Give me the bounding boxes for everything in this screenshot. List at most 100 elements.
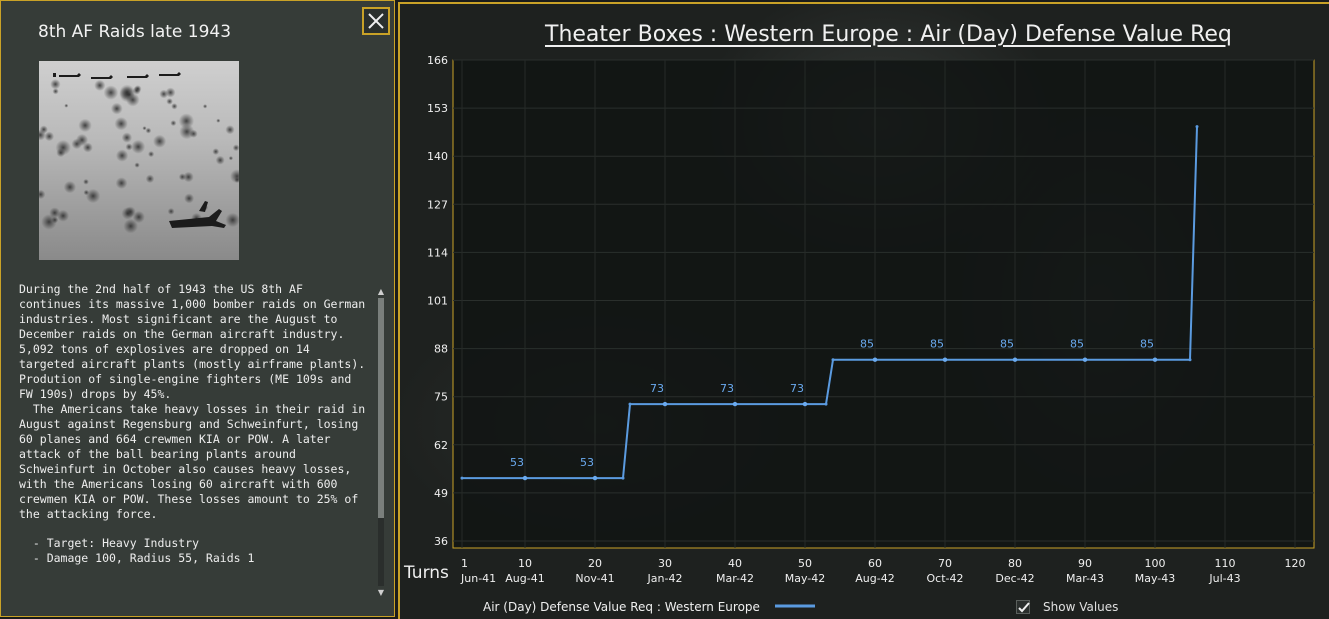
- data-point: [831, 358, 835, 362]
- checkmark-icon: [1018, 602, 1030, 613]
- event-paragraph: The Americans take heavy losses in their…: [19, 402, 366, 521]
- x-tick-turn: 40: [728, 557, 742, 570]
- data-marker: [662, 401, 668, 407]
- x-tick-date: Jan-42: [647, 572, 683, 585]
- flak-puff: [170, 120, 177, 127]
- flak-puff: [51, 216, 59, 224]
- flak-puff: [119, 84, 135, 101]
- flak-puff: [83, 178, 89, 185]
- scroll-thumb[interactable]: [378, 298, 384, 518]
- data-marker: [802, 401, 808, 407]
- data-label: 73: [720, 382, 734, 395]
- flak-puff: [123, 218, 138, 234]
- data-marker: [1012, 357, 1018, 362]
- flak-puff: [132, 210, 145, 224]
- close-button[interactable]: [362, 7, 390, 35]
- y-tick-label: 166: [427, 54, 448, 67]
- scroll-track[interactable]: [378, 298, 384, 586]
- flak-puff: [78, 118, 92, 133]
- data-marker: [1082, 357, 1088, 362]
- flak-puff: [115, 177, 128, 189]
- data-marker: [942, 357, 948, 362]
- flak-puff: [215, 155, 225, 165]
- flak-puff: [44, 131, 55, 142]
- flak-puff: [121, 132, 133, 143]
- data-marker: [1152, 357, 1158, 362]
- scroll-down-arrow-icon[interactable]: ▼: [377, 588, 385, 597]
- flak-puff: [52, 88, 59, 95]
- scroll-up-arrow-icon[interactable]: ▲: [377, 287, 385, 296]
- x-tick-date: Mar-42: [716, 572, 754, 585]
- close-icon: [368, 13, 384, 29]
- y-tick-label: 153: [427, 102, 448, 115]
- flak-puff: [121, 207, 135, 220]
- grid-lines: [453, 59, 1314, 548]
- data-label: 85: [1070, 338, 1084, 351]
- data-marker: [592, 475, 598, 481]
- data-label: 85: [860, 338, 874, 351]
- x-tick-date: Mar-43: [1066, 572, 1104, 585]
- flak-puff: [63, 180, 77, 194]
- event-image: [39, 61, 239, 260]
- flak-puff: [202, 104, 208, 109]
- flak-puff: [234, 176, 239, 183]
- flak-puff: [142, 126, 147, 131]
- flak-puff: [225, 212, 239, 228]
- data-point: [460, 476, 464, 480]
- x-tick-turn: 1: [461, 557, 468, 570]
- x-tick-turn: 50: [798, 557, 812, 570]
- chart-title: Theater Boxes : Western Europe : Air (Da…: [545, 22, 1232, 47]
- text-scrollbar[interactable]: ▲ ▼: [376, 287, 386, 597]
- plot-frame: [452, 59, 1315, 549]
- data-label: 85: [1140, 338, 1154, 351]
- flak-puff: [134, 162, 140, 168]
- flak-puff: [94, 79, 106, 91]
- show-values-label: Show Values: [1043, 600, 1119, 614]
- x-tick-turn: 100: [1145, 557, 1166, 570]
- event-detail-item: - Target: Heavy Industry: [19, 536, 200, 550]
- data-label: 85: [930, 338, 944, 351]
- x-tick-date: Nov-41: [575, 572, 614, 585]
- legend: Air (Day) Defense Value Req : Western Eu…: [483, 600, 815, 614]
- flak-puff: [110, 102, 123, 115]
- x-axis-label: Turns: [403, 563, 449, 583]
- x-tick-turn: 60: [868, 557, 882, 570]
- x-tick-turn: 70: [938, 557, 952, 570]
- x-tick-turn: 90: [1078, 557, 1092, 570]
- data-label: 73: [790, 382, 804, 395]
- flak-puff: [171, 103, 178, 110]
- y-tick-label: 88: [434, 343, 448, 356]
- flak-puff: [153, 134, 167, 148]
- data-marker: [872, 357, 878, 362]
- show-values-checkbox[interactable]: [1016, 600, 1030, 614]
- y-tick-label: 36: [434, 535, 448, 548]
- data-labels: 53 53 73 73 73 85 85 85 85 85: [510, 338, 1158, 481]
- y-tick-label: 101: [427, 295, 448, 308]
- data-point: [824, 402, 828, 406]
- x-tick-turn: 20: [588, 557, 602, 570]
- x-tick-date: Jul-43: [1208, 572, 1240, 585]
- flak-puff: [57, 209, 70, 222]
- data-label: 73: [650, 382, 664, 395]
- data-marker: [732, 401, 738, 407]
- data-point: [628, 402, 632, 406]
- x-tick-date: Jun-41: [460, 572, 496, 585]
- data-point: [621, 476, 625, 480]
- flak-puff: [183, 171, 194, 183]
- flak-puff: [148, 151, 155, 158]
- x-tick-turn: 10: [518, 557, 532, 570]
- flak-puff: [216, 118, 221, 123]
- flak-puff: [178, 113, 195, 129]
- data-marker: [522, 475, 528, 481]
- x-tick-date: Dec-42: [995, 572, 1034, 585]
- x-tick-turn: 80: [1008, 557, 1022, 570]
- flak-puff: [75, 133, 89, 147]
- y-tick-label: 140: [427, 150, 448, 163]
- flak-puff: [184, 193, 195, 204]
- flak-puff: [114, 117, 128, 131]
- data-label: 53: [510, 456, 524, 469]
- flak-puff: [179, 124, 195, 140]
- x-axis-ticks: 1 Jun-41 10 Aug-41 20 Nov-41 30 Jan-42 40 Mar-42 5…: [460, 557, 1306, 585]
- y-tick-label: 49: [434, 487, 448, 500]
